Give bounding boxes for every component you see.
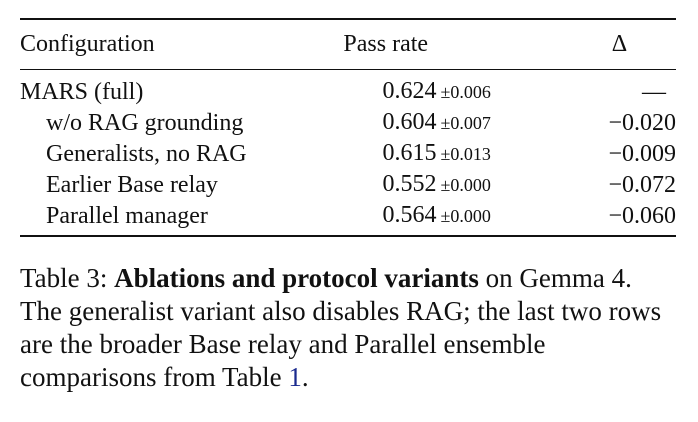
row-pass-rate: 0.615 ±0.013 bbox=[334, 138, 540, 169]
row-config: Parallel manager bbox=[46, 202, 208, 229]
row-config: MARS (full) bbox=[20, 78, 144, 105]
pass-rate-stderr: ±0.000 bbox=[440, 206, 491, 226]
pass-rate-value: 0.604 bbox=[382, 109, 437, 135]
table-caption: Table 3: Ablations and protocol variants… bbox=[20, 262, 680, 394]
row-delta: −0.072 bbox=[608, 171, 676, 198]
table-row: MARS (full) 0.624 ±0.006 — bbox=[20, 70, 676, 107]
caption-label: Table 3: bbox=[20, 263, 108, 293]
row-config: Earlier Base relay bbox=[46, 171, 218, 198]
header-configuration: Configuration bbox=[20, 31, 155, 57]
table-header-rule bbox=[20, 69, 676, 70]
results-table: Configuration Pass rate Δ bbox=[20, 20, 676, 69]
table-row: Generalists, no RAG 0.615 ±0.013 −0.009 bbox=[20, 138, 676, 169]
row-delta: −0.009 bbox=[608, 140, 676, 167]
header-pass-rate: Pass rate bbox=[343, 31, 429, 57]
row-pass-rate: 0.624 ±0.006 bbox=[334, 70, 540, 107]
table-row: w/o RAG grounding 0.604 ±0.007 −0.020 bbox=[20, 107, 676, 138]
pass-rate-value: 0.564 bbox=[382, 202, 437, 228]
table-top-rule bbox=[20, 18, 676, 20]
row-pass-rate: 0.552 ±0.000 bbox=[334, 169, 540, 200]
row-delta: −0.060 bbox=[608, 202, 676, 229]
row-delta: — bbox=[642, 78, 666, 105]
row-pass-rate: 0.564 ±0.000 bbox=[334, 200, 540, 235]
row-delta: −0.020 bbox=[608, 109, 676, 136]
table-reference-link[interactable]: 1 bbox=[288, 362, 302, 392]
pass-rate-value: 0.552 bbox=[382, 171, 437, 197]
table-bottom-rule bbox=[20, 235, 676, 237]
row-pass-rate: 0.604 ±0.007 bbox=[334, 107, 540, 138]
pass-rate-value: 0.624 bbox=[382, 78, 437, 104]
caption-text: on Gemma 4. The generalist variant also … bbox=[20, 263, 662, 392]
table-row: Earlier Base relay 0.552 ±0.000 −0.072 bbox=[20, 169, 676, 200]
table-row: Parallel manager 0.564 ±0.000 −0.060 bbox=[20, 200, 676, 235]
ablation-table: Configuration Pass rate Δ MARS (full) 0.… bbox=[20, 18, 676, 237]
pass-rate-stderr: ±0.006 bbox=[440, 82, 491, 102]
caption-bold-title: Ablations and protocol variants bbox=[114, 263, 479, 293]
caption-end: . bbox=[301, 362, 309, 392]
row-config: Generalists, no RAG bbox=[46, 140, 247, 167]
header-delta: Δ bbox=[611, 31, 628, 57]
pass-rate-stderr: ±0.013 bbox=[440, 144, 491, 164]
table-header-row: Configuration Pass rate Δ bbox=[20, 20, 676, 69]
pass-rate-stderr: ±0.007 bbox=[440, 113, 491, 133]
results-table-body: MARS (full) 0.624 ±0.006 — w/o RAG ground… bbox=[20, 70, 676, 235]
row-config: w/o RAG grounding bbox=[46, 109, 244, 136]
pass-rate-stderr: ±0.000 bbox=[440, 175, 491, 195]
pass-rate-value: 0.615 bbox=[382, 140, 437, 166]
